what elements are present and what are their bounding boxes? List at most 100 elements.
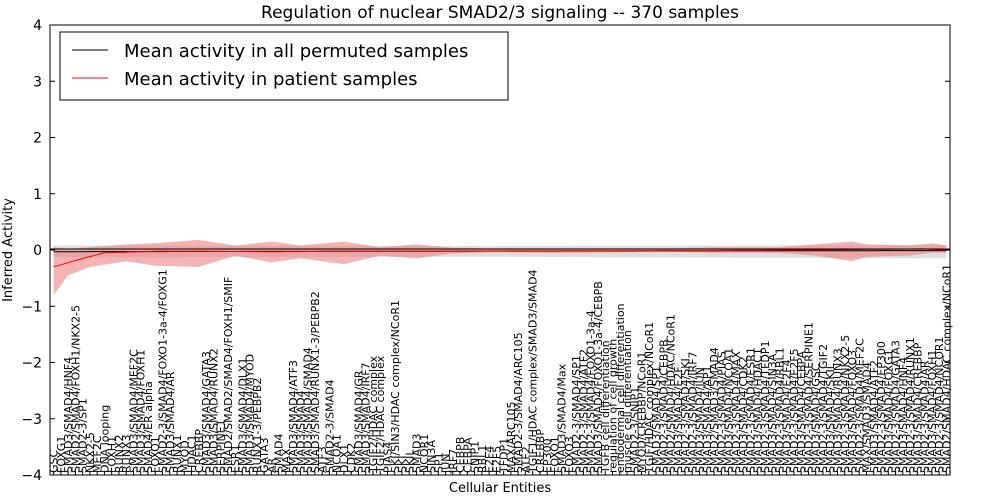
x-tick-label: IRF7 [447, 449, 460, 473]
x-tick-label: SMAD3/SMAD4/RUNX3 [832, 348, 845, 473]
y-tick-label: −1 [21, 299, 42, 315]
x-tick-label: E2F4 [483, 446, 496, 473]
x-tick-label: SMAD3/SMAD4/ATF3 [287, 360, 300, 473]
x-tick-label: SMAD3/SMAD4/CDK2 [737, 356, 750, 473]
x-tick-label: SMAD3/SMAD4/AR [164, 371, 177, 473]
x-tick-label: ATF2 [519, 446, 532, 473]
x-tick-label: CEBPA [461, 437, 474, 473]
x-tick-label: SMAD3/SMAD4/FOXO1-3a-4/CEBPB [592, 281, 605, 473]
x-tick-label: SMAD2-3/SMAD4/SERPINE1 [802, 322, 815, 473]
x-tick-label: MAX [280, 448, 293, 473]
x-tick-label: SMAD2/SMAD4/HDAC/NCoR1 [665, 314, 678, 473]
x-tick-label: SMAD3/SMAD4/NCOA1 [723, 348, 736, 473]
x-tick-label: SMAD3/SMAD4/FOXH1 [926, 350, 939, 473]
x-tick-label: ESR1 [229, 444, 242, 473]
x-tick-label: SMAD3/SMAD4/HNF4 [62, 357, 75, 473]
x-tick-label: SKI [396, 456, 409, 473]
x-tick-label: DLX1 [338, 444, 351, 473]
y-tick-label: 0 [33, 243, 42, 259]
x-tick-label: SMAD2-3/SMAD4/GATA3 [890, 340, 903, 473]
x-tick-label: TGIF2/HDAC complex [374, 355, 387, 474]
chart-title: Regulation of nuclear SMAD2/3 signaling … [261, 3, 739, 23]
y-tick-label: −2 [21, 356, 42, 372]
x-tick-label: SMAD3/SMAD4/E2F4 [781, 359, 794, 473]
x-tick-label: EP300 [541, 438, 554, 473]
x-tick-label: SMAD2-3/SMAD4/SP1 [570, 355, 583, 473]
x-tick-label: SMAD3/SMAD4/ATF2 [868, 360, 881, 473]
x-tick-label: SKI/SIN3/HDAC complex/NCoR1 [389, 300, 402, 473]
x-tick-label: SMAD2/SMAD2/SMAD4/FOXH1/SMIF [222, 277, 235, 473]
x-tick-label: SMAD2/SMAD4/FOXH1/NKX2-5 [69, 305, 82, 473]
y-tick-label: 3 [33, 74, 42, 90]
x-tick-label: CREBBP [193, 429, 206, 473]
x-tick-label: SMAD2-3/SNIP1 [628, 387, 641, 473]
bands-layer [53, 239, 947, 295]
x-tick-label: SMAD3/SMAD4/FOXG1 [882, 349, 895, 473]
x-tick-label: SMAD3/SMAD4/CEBPA [795, 351, 808, 473]
x-tick-label: SMAD3/SMAD4/FOXH1 [135, 350, 148, 473]
x-tick-label: SMAD3/SMAD4/IRF7 [360, 362, 373, 473]
x-tick-label: SMAD2-3/SMAD4/IRF7 [686, 351, 699, 473]
x-tick-label: SERPINE1 [215, 419, 228, 473]
x-tick-labels: GSCFOXG1SMAD3/SMAD4/HNF4SMAD2/SMAD4/FOXH… [48, 264, 953, 475]
x-tick-label: SMAD2-3/SMAD4/FOXO1-3a-4 [585, 310, 598, 473]
x-tick-label: SMAD2-3/SMAD4/ARC105 [512, 332, 525, 473]
x-tick-label: MEF2C [91, 435, 104, 473]
legend: Mean activity in all permuted samples Me… [59, 31, 509, 101]
x-tick-label: RUNX1-3/PEBPB2 [251, 378, 264, 473]
x-tick-label: CREBBP [534, 429, 547, 473]
y-tick-label: −3 [21, 412, 42, 428]
y-tick-label: 1 [33, 187, 42, 203]
line-series-1 [53, 248, 947, 268]
x-tick-label: TGIF1/HDAC complex/SMAD3/SMAD4 [527, 269, 540, 474]
x-tick-label: SMAD3/SMAD4/FOXO3 [846, 350, 859, 473]
x-tick-label: SMAD3/SMAD4/GR [352, 370, 365, 473]
lines-layer [53, 248, 947, 268]
x-tick-label: SMAD4 [273, 434, 286, 473]
x-tick-label: SMAD3/SMAD4/MYOD [244, 354, 257, 473]
band-series-1 [53, 239, 947, 295]
x-tick-label: muscle cell differentiation [621, 330, 634, 473]
x-tick-label: SMAD3/SMAD4/SIN3A [766, 353, 779, 473]
x-tick-label: SMAD2-3/SMAD4/AR [919, 360, 932, 473]
x-tick-label: SMAD2-3/SMAD4/TFDP1 [759, 341, 772, 473]
x-tick-label: HDAC1 [186, 434, 199, 473]
x-tick-label: SMAD2-3/SMAD4/ESR1 [744, 347, 757, 473]
x-tick-label: SMAD3/SMAD4/Max [556, 363, 569, 473]
x-tick-label: SMAD2-3/SMAD4/RBL1 [773, 347, 786, 473]
x-tick-label: SMAD2-3/SMAD4/ATF2 [577, 349, 590, 473]
x-tick-label: SMAD2-3/SP1 [77, 398, 90, 473]
x-axis-label: Cellular Entities [449, 481, 551, 496]
x-tick-label: MAX/SMAD3/SMAD4 [861, 362, 874, 473]
x-tick-label: SMAD3/SMAD4/RUNX1-3/PEBPB2 [309, 291, 322, 473]
x-tick-label: SMAD3/SMAD4/GATA3 [200, 351, 213, 473]
x-tick-label: FOXO3 [563, 436, 576, 473]
x-tick-label: SMAD2-3/SMAD4/NKX2-5 [839, 335, 852, 473]
x-tick-label: SMAD3/SMAD4/HNF4 [897, 357, 910, 473]
x-tick-label: GATA3 [258, 437, 271, 473]
y-tick-label: 2 [33, 131, 42, 147]
x-tick-label: NKX2-5 [84, 432, 97, 473]
x-tick-label: SMAD3 [411, 434, 424, 473]
x-tick-label: CDK2 [345, 443, 358, 473]
x-tick-label: RBL1 [476, 445, 489, 473]
x-tick-label: SP1 [432, 452, 445, 473]
y-axis-label: Inferred Activity [1, 198, 16, 302]
legend-box [59, 31, 509, 101]
x-tick-label: GSC [48, 449, 61, 473]
x-tick-label: TGIF2/HDAC complex [367, 355, 380, 474]
x-tick-label: MYOD/CREBBP/NCoR1 [636, 352, 649, 473]
y-tick-label: 4 [33, 18, 42, 34]
x-tick-label: SMAD2/SMAD4/HDAC complex/NCoR1 [940, 264, 953, 473]
x-tick-label: SMAD3/SMAD4/GSC [810, 363, 823, 473]
x-tick-label: SMAD2-3/SMAD4/PIAS [715, 351, 728, 473]
x-tick-label: SMAD3/SMAD4/AP1 [701, 365, 714, 473]
x-tick-label: SMAD2-3/SMAD4/SKI [679, 358, 692, 473]
x-tick-label: JUN [440, 453, 453, 474]
x-tick-label: SMAD2-3/SMAD4/TGIF2 [817, 344, 830, 473]
x-tick-label: SMAD2-3/SMAD4/CEBPB [657, 339, 670, 473]
x-tick-label: ATF3 [316, 446, 329, 473]
x-tick-label: SIN3A [425, 440, 438, 473]
x-tick-label: SMAD3/SMAD4/HDAC1 [752, 348, 765, 473]
